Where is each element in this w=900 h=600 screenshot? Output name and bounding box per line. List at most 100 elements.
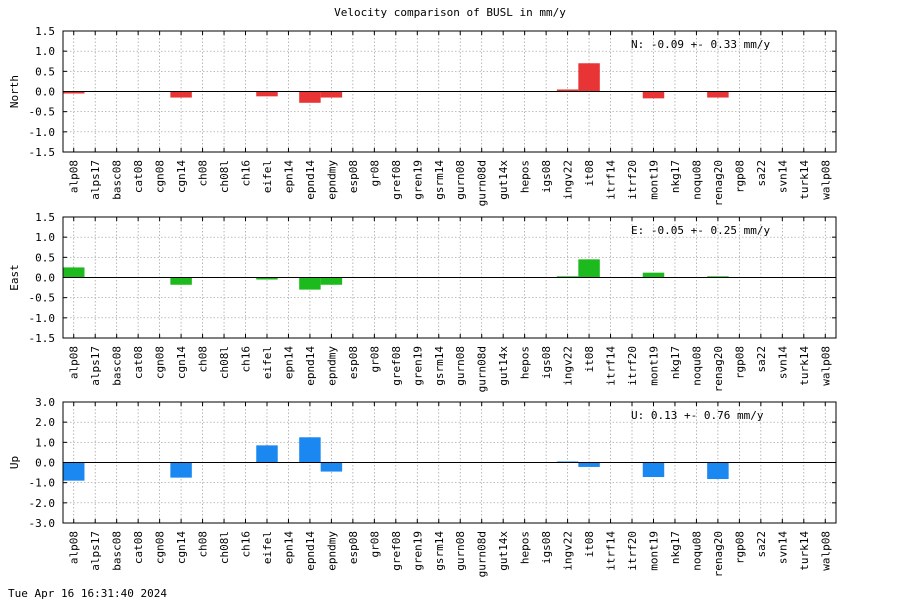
x-tick-label: itrf20 bbox=[626, 160, 639, 200]
x-tick-label: eifel bbox=[261, 531, 274, 564]
x-tick-label: cgn08 bbox=[154, 531, 167, 564]
x-tick-label: ch08l bbox=[218, 531, 231, 564]
x-tick-label: walp08 bbox=[819, 346, 832, 386]
x-tick-label: renag20 bbox=[712, 160, 725, 206]
x-tick-label: alp08 bbox=[68, 531, 81, 564]
x-tick-label: ch08 bbox=[197, 346, 210, 373]
x-tick-label: turk14 bbox=[798, 531, 811, 571]
stats-annotation: U: 0.13 +- 0.76 mm/y bbox=[631, 409, 764, 422]
x-tick-label: itrf14 bbox=[605, 346, 618, 386]
x-tick-label: igs08 bbox=[540, 531, 553, 564]
x-tick-label: svn14 bbox=[776, 531, 789, 564]
y-tick-label: 1.0 bbox=[35, 45, 55, 58]
x-tick-label: walp08 bbox=[819, 531, 832, 571]
x-tick-label: nkg17 bbox=[669, 160, 682, 193]
x-tick-label: gref08 bbox=[390, 160, 403, 200]
x-tick-label: cat08 bbox=[132, 160, 145, 193]
bar-it08 bbox=[578, 259, 600, 278]
x-tick-label: it08 bbox=[583, 346, 596, 373]
x-tick-label: basc08 bbox=[111, 346, 124, 386]
bar-epnd14 bbox=[299, 91, 321, 103]
y-tick-label: -0.5 bbox=[29, 292, 56, 305]
x-tick-label: igs08 bbox=[540, 160, 553, 193]
x-tick-label: alp08 bbox=[68, 160, 81, 193]
bar-alp08 bbox=[63, 462, 85, 481]
bar-eifel bbox=[256, 277, 278, 280]
stats-annotation: N: -0.09 +- 0.33 mm/y bbox=[631, 38, 770, 51]
x-tick-label: ingv22 bbox=[562, 346, 575, 386]
x-tick-label: cgn08 bbox=[154, 160, 167, 193]
x-tick-label: gr08 bbox=[368, 160, 381, 187]
x-tick-label: sa22 bbox=[755, 531, 768, 558]
x-tick-label: eifel bbox=[261, 160, 274, 193]
x-tick-label: gut14x bbox=[497, 531, 510, 571]
x-tick-label: mont19 bbox=[647, 160, 660, 200]
x-tick-label: rgp08 bbox=[733, 160, 746, 193]
x-tick-label: itrf14 bbox=[605, 160, 618, 200]
x-tick-label: ch16 bbox=[240, 160, 253, 187]
bar-cgn14 bbox=[170, 462, 192, 478]
x-tick-label: esp08 bbox=[347, 531, 360, 564]
bar-renag20 bbox=[707, 462, 729, 480]
x-tick-label: epn14 bbox=[282, 531, 295, 564]
y-axis-label: Up bbox=[8, 456, 21, 469]
y-tick-label: 1.5 bbox=[35, 25, 55, 38]
plot-frame bbox=[62, 216, 837, 339]
x-tick-label: gurn08d bbox=[476, 531, 489, 577]
y-tick-label: 1.5 bbox=[35, 211, 55, 224]
x-tick-label: ch08 bbox=[197, 160, 210, 187]
x-tick-label: epnd14 bbox=[304, 160, 317, 200]
x-tick-label: noqu08 bbox=[690, 160, 703, 200]
x-tick-label: gr08 bbox=[368, 346, 381, 373]
x-tick-label: basc08 bbox=[111, 160, 124, 200]
x-tick-label: walp08 bbox=[819, 160, 832, 200]
x-tick-label: gren19 bbox=[411, 531, 424, 571]
x-tick-label: alps17 bbox=[89, 160, 102, 200]
x-tick-label: ingv22 bbox=[562, 531, 575, 571]
x-tick-label: cgn14 bbox=[175, 160, 188, 193]
x-tick-label: turk14 bbox=[798, 160, 811, 200]
x-tick-label: noqu08 bbox=[690, 531, 703, 571]
x-tick-label: ch16 bbox=[240, 346, 253, 373]
y-tick-label: 2.0 bbox=[35, 416, 55, 429]
x-tick-label: noqu08 bbox=[690, 346, 703, 386]
x-tick-label: itrf20 bbox=[626, 531, 639, 571]
x-tick-label: ingv22 bbox=[562, 160, 575, 200]
timestamp: Tue Apr 16 16:31:40 2024 bbox=[8, 587, 167, 600]
x-tick-label: gsrm14 bbox=[433, 346, 446, 386]
x-tick-label: gref08 bbox=[390, 346, 403, 386]
x-tick-label: gsrm14 bbox=[433, 160, 446, 200]
bar-renag20 bbox=[707, 276, 729, 278]
x-tick-label: renag20 bbox=[712, 346, 725, 392]
bar-mont19 bbox=[642, 462, 665, 478]
y-tick-label: -1.5 bbox=[29, 332, 56, 345]
y-tick-label: 1.0 bbox=[35, 231, 55, 244]
y-tick-label: 3.0 bbox=[35, 396, 55, 409]
x-tick-label: eifel bbox=[261, 346, 274, 379]
x-tick-label: gut14x bbox=[497, 346, 510, 386]
y-tick-label: 0.0 bbox=[35, 86, 55, 99]
x-tick-label: epnd14 bbox=[304, 346, 317, 386]
bar-epndmy bbox=[320, 277, 343, 285]
x-tick-label: epndmy bbox=[325, 531, 338, 571]
x-tick-label: gurn08 bbox=[454, 346, 467, 386]
bar-cgn14 bbox=[170, 277, 192, 285]
y-tick-label: 1.0 bbox=[35, 436, 55, 449]
x-tick-label: rgp08 bbox=[733, 346, 746, 379]
panel-up: 3.0 2.0 1.0 0.0 -1.0 -2.0 -3.0 alp08 alps17 basc0… bbox=[8, 396, 837, 577]
y-tick-label: -2.0 bbox=[29, 497, 56, 510]
x-tick-label: esp08 bbox=[347, 160, 360, 193]
x-tick-label: nkg17 bbox=[669, 531, 682, 564]
y-tick-label: 0.0 bbox=[35, 272, 55, 285]
y-tick-label: -1.0 bbox=[29, 126, 56, 139]
y-tick-label: -1.0 bbox=[29, 312, 56, 325]
x-tick-label: ch16 bbox=[240, 531, 253, 558]
x-tick-label: gren19 bbox=[411, 346, 424, 386]
bar-alp08 bbox=[63, 267, 85, 278]
x-tick-label: gr08 bbox=[368, 531, 381, 558]
x-tick-label: gurn08d bbox=[476, 160, 489, 206]
bar-mont19 bbox=[642, 91, 665, 99]
bar-epnd14 bbox=[299, 437, 321, 463]
bar-ingv22 bbox=[556, 461, 579, 463]
x-tick-label: itrf14 bbox=[605, 531, 618, 571]
